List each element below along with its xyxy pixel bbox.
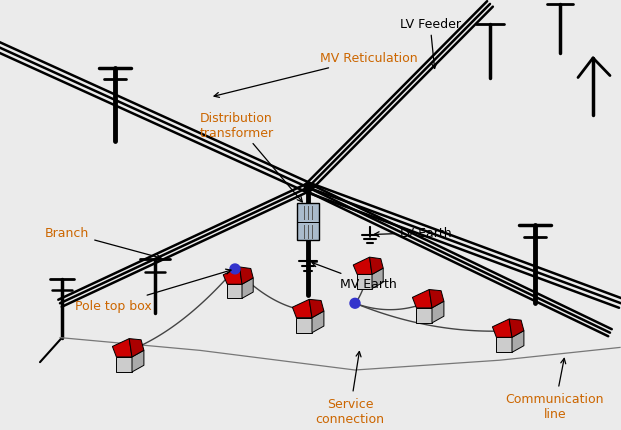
Text: Branch: Branch <box>45 227 161 260</box>
Text: Communication
line: Communication line <box>505 359 604 420</box>
Polygon shape <box>509 319 524 338</box>
Polygon shape <box>432 301 444 323</box>
Bar <box>417 308 432 323</box>
Polygon shape <box>309 300 324 318</box>
Text: LV Earth: LV Earth <box>374 227 451 240</box>
Text: LV Feeder: LV Feeder <box>399 18 461 69</box>
Bar <box>227 285 242 299</box>
Polygon shape <box>492 319 512 338</box>
Polygon shape <box>240 267 253 285</box>
Polygon shape <box>223 267 242 285</box>
Circle shape <box>230 264 240 274</box>
Polygon shape <box>292 300 312 318</box>
Circle shape <box>350 299 360 308</box>
Bar <box>357 275 372 289</box>
Text: MV Earth: MV Earth <box>312 262 397 290</box>
Polygon shape <box>369 258 383 275</box>
Polygon shape <box>353 258 372 275</box>
Polygon shape <box>312 311 324 333</box>
Polygon shape <box>112 339 132 357</box>
Polygon shape <box>242 278 253 299</box>
Polygon shape <box>372 268 383 289</box>
Polygon shape <box>129 339 144 357</box>
Polygon shape <box>429 290 444 308</box>
Polygon shape <box>132 350 144 372</box>
Bar <box>296 318 312 333</box>
Bar <box>297 204 319 241</box>
Bar <box>496 338 512 353</box>
Text: MV Reticulation: MV Reticulation <box>214 52 418 98</box>
Bar <box>116 357 132 372</box>
Polygon shape <box>512 331 524 353</box>
Text: Pole top box: Pole top box <box>75 270 231 312</box>
Text: Distribution
transformer: Distribution transformer <box>200 111 302 203</box>
Text: Service
connection: Service connection <box>315 352 384 424</box>
Polygon shape <box>412 290 432 308</box>
